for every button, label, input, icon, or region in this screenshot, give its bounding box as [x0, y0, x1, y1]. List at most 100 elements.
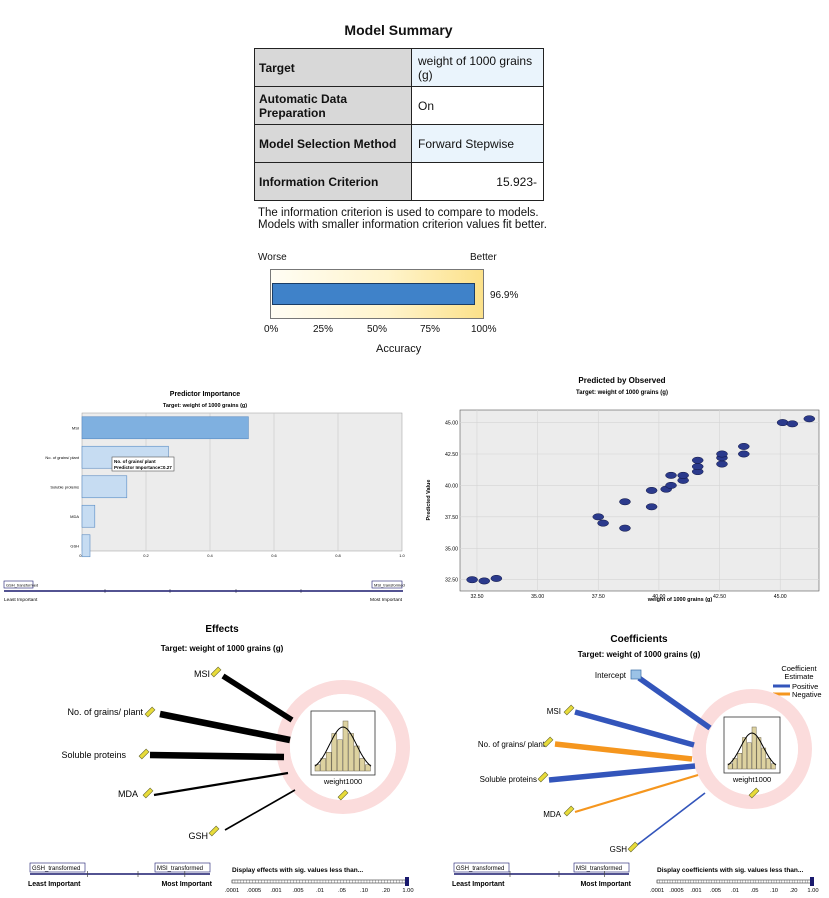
distribution-curve	[727, 732, 777, 766]
slider-left-label: Least Important	[28, 881, 81, 888]
sig-tick-label: .10	[770, 888, 778, 894]
coefficients-diagram: Coefficients Target: weight of 1000 grai…	[452, 634, 822, 894]
slider-left-handle	[453, 862, 510, 873]
histogram-bar	[766, 758, 771, 770]
legend-positive-label: Positive	[792, 682, 818, 691]
slider-right-handle[interactable]	[371, 580, 403, 589]
data-point	[786, 420, 799, 428]
data-point	[677, 471, 689, 479]
slider-left-label: Least Important	[4, 597, 38, 603]
histogram-bar	[348, 733, 354, 772]
ruler-icon	[748, 787, 760, 799]
input-label: No. of grains/ plant	[478, 740, 546, 749]
sig-tick-label: .0005	[247, 888, 262, 894]
chart-subtitle: Target: weight of 1000 grains (g)	[576, 390, 668, 396]
summary-row-info-criterion: Information Criterion 15.923-	[254, 162, 544, 201]
slider-right-tag: MSI_transformed	[157, 866, 203, 872]
ruler-icon	[208, 825, 220, 837]
target-label: weight1000	[323, 777, 362, 786]
slider-left-tag: GSH_transformed	[456, 866, 504, 872]
sig-tick-label: .05	[750, 888, 758, 894]
histogram-bar	[342, 720, 349, 772]
summary-row-selection-method: Model Selection Method Forward Stepwise	[254, 124, 544, 163]
category-label: MDA	[70, 514, 79, 519]
histogram-bar	[756, 737, 762, 770]
target-node-halo	[276, 680, 410, 814]
ruler-icon	[138, 748, 150, 760]
accuracy-tick: 100%	[471, 324, 497, 335]
histogram-bar	[320, 758, 326, 772]
legend-title: Coefficient	[781, 664, 817, 673]
note-line: Models with smaller information criterio…	[258, 219, 547, 231]
chart-title: Predicted by Observed	[578, 376, 665, 385]
y-tick-label: 42.50	[445, 452, 458, 458]
summary-value: weight of 1000 grains (g)	[411, 48, 544, 87]
histogram-bar	[770, 763, 776, 770]
sig-tick-label: 1.00	[402, 888, 413, 894]
accuracy-axis-label: Accuracy	[376, 343, 422, 355]
accuracy-worse-label: Worse	[258, 252, 287, 263]
input-label: Soluble proteins	[480, 775, 537, 784]
x-tick-label: 0.6	[271, 553, 277, 558]
slider-right-handle	[154, 862, 211, 873]
input-label: MSI	[547, 707, 561, 716]
x-tick-label: 40.00	[652, 594, 665, 600]
slider-left-label: Least Important	[452, 881, 505, 888]
sig-tick-label: .01	[316, 888, 324, 894]
y-tick-label: 40.00	[445, 483, 458, 489]
accuracy-bar	[272, 283, 476, 305]
histogram-bar	[732, 758, 738, 770]
x-tick-label: 1.0	[399, 553, 405, 558]
chart-subtitle: Target: weight of 1000 grains (g)	[163, 403, 247, 409]
accuracy-value: 96.9%	[490, 290, 519, 301]
histogram-bar	[337, 739, 343, 772]
chart-title: Predictor Importance	[170, 391, 241, 398]
model-summary-table: Target weight of 1000 grains (g) Automat…	[254, 48, 544, 201]
x-tick-label: 35.00	[531, 594, 544, 600]
y-tick-label: 37.50	[445, 515, 458, 521]
summary-key: Information Criterion	[254, 162, 412, 201]
slider-right-label: Most Important	[580, 881, 631, 888]
x-tick-label: 0.2	[143, 553, 149, 558]
ruler-icon	[144, 706, 156, 718]
x-tick-label: 32.50	[470, 594, 483, 600]
data-point	[665, 471, 677, 479]
ruler-icon	[337, 789, 349, 801]
data-point	[619, 498, 631, 506]
data-point	[803, 415, 816, 423]
y-tick-label: 45.00	[445, 421, 458, 427]
sig-tick-label: .01	[731, 888, 739, 894]
info-criterion-note: The information criterion is used to com…	[258, 207, 547, 231]
histogram-bar	[751, 726, 757, 770]
data-point	[619, 524, 631, 532]
data-point	[665, 481, 677, 489]
data-point	[738, 443, 750, 450]
predictor-importance-chart: Predictor Importance Target: weight of 1…	[3, 391, 406, 603]
summary-key: Target	[254, 48, 412, 87]
data-point	[716, 460, 728, 468]
x-tick-label: 45.00	[774, 594, 787, 600]
sig-tick-label: .20	[789, 888, 797, 894]
sig-slider-handle	[810, 877, 814, 886]
input-label: Soluble proteins	[61, 750, 126, 760]
sig-tick-label: .0001	[650, 888, 665, 894]
importance-slider[interactable]: GSH_transformed MSI_transformed Least Im…	[3, 580, 405, 603]
note-line: The information criterion is used to com…	[258, 207, 539, 219]
sig-tick-label: .005	[292, 888, 303, 894]
slider-left-tag: GSH_transformed	[6, 583, 38, 588]
effect-link	[153, 771, 289, 797]
chart-subtitle: Target: weight of 1000 grains (g)	[161, 644, 284, 653]
effect-link	[221, 673, 294, 723]
target-label: weight1000	[732, 775, 771, 784]
importance-bar	[81, 534, 91, 558]
tooltip-line1: No. of grains/ plant	[114, 459, 156, 464]
effect-link	[574, 773, 699, 814]
category-label: No. of grains/ plant	[45, 455, 79, 460]
effects-diagram: Effects Target: weight of 1000 grains (g…	[28, 624, 414, 894]
plot-area	[459, 409, 820, 592]
sig-label: Display effects with sig. values less th…	[232, 867, 363, 874]
slider-left-handle[interactable]	[3, 580, 34, 589]
chart-title: Effects	[205, 624, 239, 635]
category-label: MSI	[72, 425, 79, 430]
category-label: Soluble proteins	[50, 484, 79, 489]
